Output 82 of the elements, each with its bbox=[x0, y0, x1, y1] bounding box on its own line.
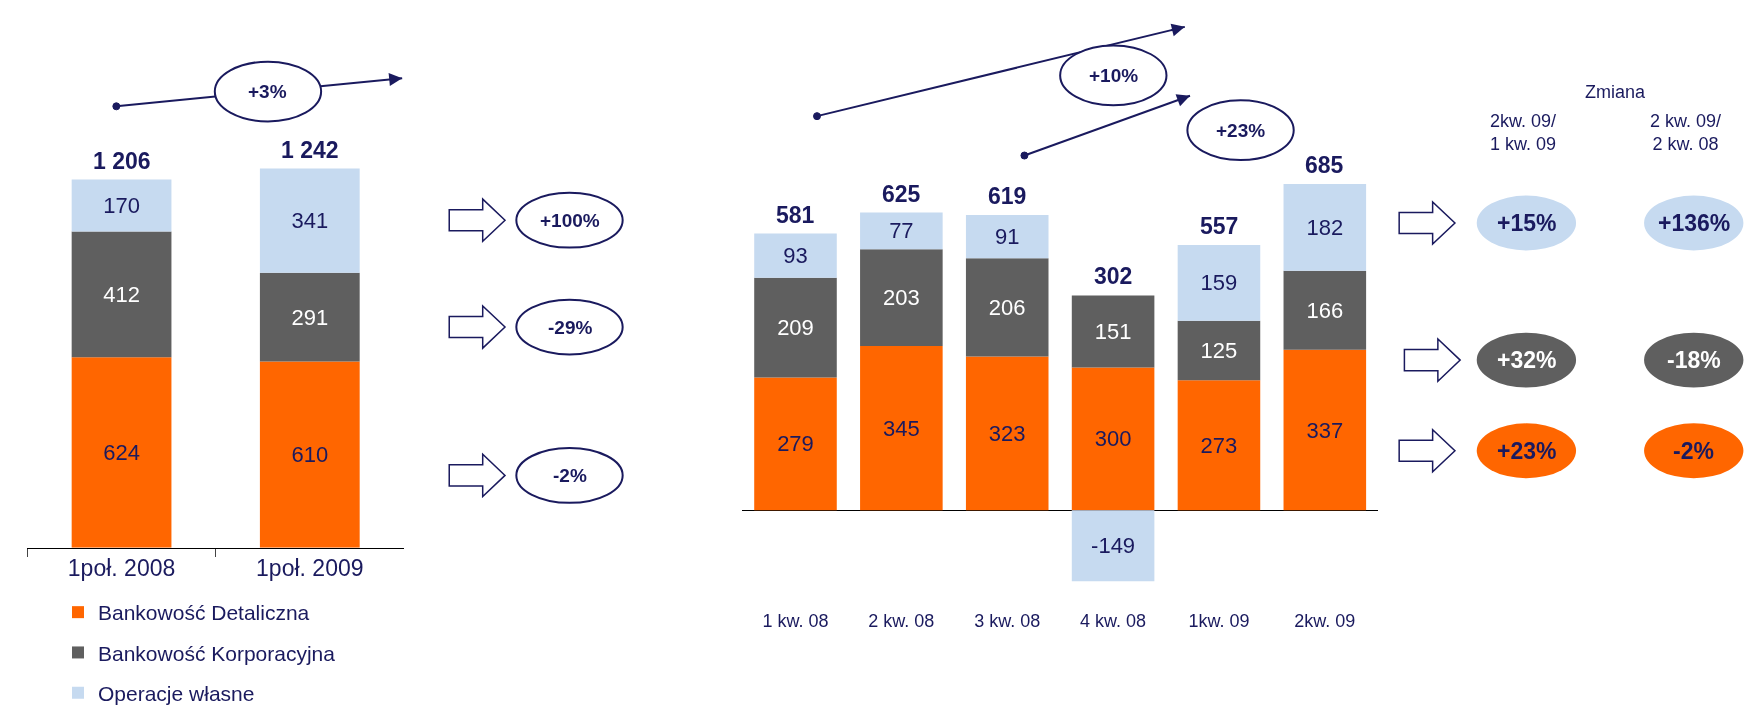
data-label: 345 bbox=[883, 415, 920, 441]
text: +10% bbox=[1089, 65, 1139, 86]
bar bbox=[1071, 295, 1155, 368]
text: -18% bbox=[1667, 347, 1721, 373]
data-label: 412 bbox=[103, 281, 140, 307]
x-tick-label: 1 kw. 08 bbox=[762, 610, 829, 631]
bar bbox=[259, 168, 360, 273]
data-label: 93 bbox=[783, 243, 808, 269]
bar bbox=[1177, 380, 1261, 511]
text: -2% bbox=[1673, 438, 1714, 464]
data-label: 166 bbox=[1306, 297, 1344, 323]
bar bbox=[754, 233, 837, 278]
x-tick-label: 1poł. 2008 bbox=[67, 555, 176, 582]
text: -29% bbox=[548, 317, 593, 338]
data-label: 273 bbox=[1200, 432, 1238, 458]
total-label: 581 bbox=[776, 202, 815, 228]
total-label: 1 206 bbox=[93, 148, 151, 174]
bar bbox=[860, 212, 943, 250]
text: +15% bbox=[1497, 210, 1557, 236]
text: +100% bbox=[540, 210, 600, 231]
data-label: 151 bbox=[1094, 318, 1132, 344]
bar bbox=[71, 231, 172, 358]
data-label: 91 bbox=[994, 224, 1020, 250]
bar bbox=[1283, 270, 1367, 350]
bar bbox=[1071, 367, 1155, 511]
bar bbox=[965, 258, 1049, 357]
bar bbox=[860, 345, 943, 511]
text: 2 kw. 09/ 2 kw. 08 bbox=[1650, 111, 1722, 155]
data-label: 125 bbox=[1200, 337, 1238, 363]
data-label: -149 bbox=[1091, 533, 1136, 559]
data-label: 206 bbox=[988, 294, 1026, 320]
total-label: 302 bbox=[1094, 263, 1133, 289]
data-label: 300 bbox=[1094, 426, 1132, 452]
text: +23% bbox=[1497, 438, 1557, 464]
x-tick-label: 4 kw. 08 bbox=[1080, 610, 1147, 631]
bar bbox=[259, 272, 360, 362]
total-label: 1 242 bbox=[281, 137, 339, 163]
text: -2% bbox=[553, 465, 587, 486]
text: +3% bbox=[248, 81, 287, 102]
data-label: 337 bbox=[1306, 417, 1344, 443]
data-label: 209 bbox=[777, 315, 814, 341]
bar bbox=[965, 356, 1049, 511]
total-label: 625 bbox=[882, 181, 921, 207]
data-label: 624 bbox=[103, 440, 140, 466]
bar bbox=[1283, 183, 1367, 271]
bar bbox=[860, 249, 943, 346]
bar bbox=[1177, 320, 1261, 381]
data-label: 323 bbox=[988, 420, 1026, 446]
total-label: 557 bbox=[1200, 213, 1239, 239]
data-label: 610 bbox=[291, 442, 329, 468]
data-label: 341 bbox=[291, 208, 329, 234]
bar bbox=[754, 377, 837, 511]
text: Zmiana bbox=[1585, 82, 1647, 102]
total-label: 685 bbox=[1305, 152, 1344, 178]
legend-label: Bankowość Korporacyjna bbox=[98, 641, 336, 665]
bar bbox=[965, 214, 1049, 259]
legend-label: Operacje własne bbox=[98, 681, 255, 705]
data-label: 77 bbox=[889, 218, 914, 244]
x-tick-label: 2kw. 09 bbox=[1294, 610, 1356, 631]
text: +32% bbox=[1497, 347, 1557, 373]
bar bbox=[259, 361, 360, 548]
data-label: 279 bbox=[777, 431, 814, 457]
x-tick-label: 1poł. 2009 bbox=[256, 555, 364, 582]
bar bbox=[754, 277, 837, 378]
bar bbox=[71, 179, 172, 232]
data-label: 291 bbox=[291, 304, 329, 330]
text: +23% bbox=[1216, 120, 1266, 141]
bar bbox=[1071, 510, 1155, 582]
bar bbox=[1177, 244, 1261, 321]
bar bbox=[71, 357, 172, 548]
data-label: 203 bbox=[883, 285, 920, 311]
data-label: 159 bbox=[1200, 270, 1238, 296]
bar bbox=[1283, 349, 1367, 511]
total-label: 619 bbox=[988, 183, 1027, 209]
x-tick-label: 3 kw. 08 bbox=[974, 610, 1041, 631]
data-label: 170 bbox=[103, 192, 140, 218]
legend-label: Bankowość Detaliczna bbox=[98, 601, 310, 625]
x-tick-label: 1kw. 09 bbox=[1188, 610, 1250, 631]
text: 2kw. 09/ 1 kw. 09 bbox=[1490, 111, 1557, 155]
data-label: 182 bbox=[1306, 214, 1344, 240]
x-tick-label: 2 kw. 08 bbox=[868, 610, 935, 631]
text: +136% bbox=[1658, 210, 1731, 236]
